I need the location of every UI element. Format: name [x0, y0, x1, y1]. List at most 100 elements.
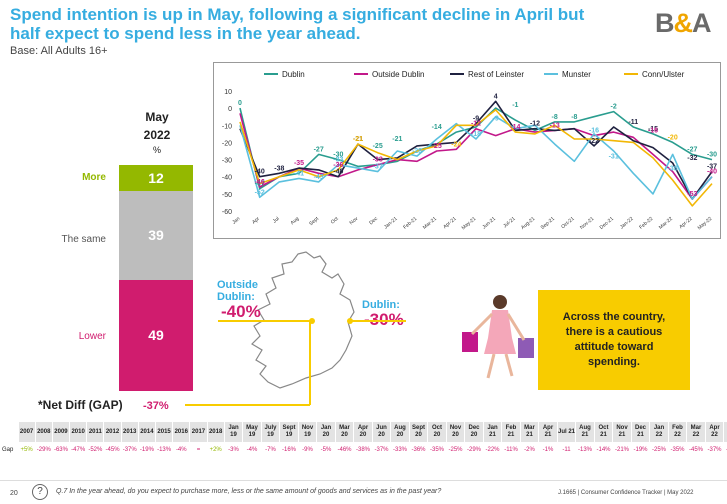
gap-value-cell: -35%: [668, 442, 687, 459]
y-tick-label: -40: [222, 175, 232, 182]
dublin-value: -30%: [364, 310, 404, 329]
gap-header-cell: Jun 20: [372, 422, 392, 442]
line-chart: Dublin Outside Dublin Rest of Leinster Muns…: [222, 70, 717, 231]
gap-header-cell: Sept 20: [409, 422, 429, 442]
data-label: -16: [648, 128, 658, 135]
gap-header-cell: Oct 21: [594, 422, 614, 442]
series-line-conn-ulster: [239, 109, 713, 207]
gap-table-row: Gap +5% -29% -63% -47% -52% -45% -37% -19% -13% -4…: [2, 442, 727, 459]
data-label: -14: [432, 124, 442, 131]
gap-header-cell: Jan 20: [316, 422, 336, 442]
gap-header-cell: 2008: [35, 422, 53, 442]
gap-value-cell: -11%: [501, 442, 521, 459]
shopper-leg-right: [504, 353, 514, 377]
gap-value-cell: -2%: [520, 442, 539, 459]
bar-header-month: May: [145, 110, 169, 124]
data-label: -40: [707, 169, 717, 176]
data-label: -12: [471, 121, 481, 128]
data-label: -37: [373, 164, 383, 171]
segment-label-same: The same: [61, 234, 106, 245]
gap-header-cell: 2009: [52, 422, 71, 442]
legend-label: Outside Dublin: [372, 70, 424, 79]
gap-header-cell: Apr 21: [538, 422, 558, 442]
data-label: -33: [333, 157, 343, 164]
shopper-skirt: [484, 338, 516, 354]
legend-label: Conn/Ulster: [642, 70, 685, 79]
gap-value-cell: -47%: [69, 442, 87, 459]
data-label: -21: [353, 136, 363, 143]
gap-value-cell: -37%: [723, 442, 727, 459]
gap-header-cell: 2016: [172, 422, 191, 442]
data-label: -37: [707, 164, 717, 171]
gap-header-cell: May 22: [723, 422, 727, 442]
y-tick-label: 0: [228, 106, 232, 113]
net-diff-label: *Net Diff (GAP): [38, 398, 123, 412]
gap-value-cell: -3%: [224, 442, 243, 459]
data-label: -32: [687, 155, 697, 162]
data-label: -40: [333, 169, 343, 176]
x-tick-label: Nov: [349, 216, 360, 227]
gap-header-cell: Mar 21: [520, 422, 540, 442]
data-label: -38: [274, 165, 284, 172]
gap-value-cell: =: [189, 442, 208, 459]
gap-header-cell: 2018: [207, 422, 225, 442]
y-tick-label: 10: [224, 89, 232, 96]
data-label: -30: [707, 152, 717, 159]
series-line-outside-dublin: [239, 113, 713, 200]
data-label: -52: [255, 189, 265, 196]
data-label: -31: [609, 153, 619, 160]
data-label: -40: [255, 169, 265, 176]
shopper-arm-left: [470, 312, 494, 336]
gap-header-cell: Apr 20: [353, 422, 373, 442]
gap-value-cell: -22%: [483, 442, 502, 459]
brand-logo: B&A: [655, 8, 711, 38]
gap-header-cell: 2011: [86, 422, 105, 442]
outside-dublin-value: -40%: [221, 302, 261, 321]
data-label: -27: [687, 146, 697, 153]
insight-callout: Across the country, there is a cautious …: [538, 290, 690, 390]
y-tick-label: -20: [222, 140, 232, 147]
series-line-munster: [239, 115, 713, 200]
gap-value-cell: -37%: [121, 442, 139, 459]
question-text: Q.7 In the year ahead, do you expect to …: [56, 488, 442, 495]
gap-value-cell: -29%: [35, 442, 53, 459]
gap-value-cell: -19%: [631, 442, 650, 459]
gap-header-cell: 2015: [155, 422, 174, 442]
gap-value-cell: -52%: [86, 442, 104, 459]
gap-header-cell: Jan 22: [649, 422, 669, 442]
bar-segment-more: 12: [119, 165, 193, 191]
gap-header-cell: 2017: [189, 422, 208, 442]
x-tick-label: Sept: [308, 216, 320, 228]
data-label: -24: [451, 141, 461, 148]
gap-value-cell: +5%: [18, 442, 36, 459]
gap-value-cell: -45%: [686, 442, 706, 459]
gap-table-corner: [2, 422, 19, 442]
x-tick-label: Dec: [368, 216, 379, 227]
gap-value-cell: -21%: [612, 442, 632, 459]
data-label: -21: [392, 136, 402, 143]
gap-header-cell: May 19: [242, 422, 262, 442]
gap-value-cell: -35%: [427, 442, 447, 459]
gap-header-cell: 2007: [18, 422, 36, 442]
gap-table: 2007 2008 2009 2010 2011 2012 2013 2014 2015 2016…: [2, 422, 727, 459]
gap-header-cell: 2013: [121, 422, 139, 442]
gap-value-cell: -7%: [261, 442, 280, 459]
data-label: -36: [333, 162, 343, 169]
data-label: -47: [255, 181, 265, 188]
data-label: -1: [512, 102, 518, 109]
gap-value-cell: -25%: [649, 442, 669, 459]
gap-header-cell: Mar 20: [335, 422, 355, 442]
gap-value-cell: -46%: [335, 442, 354, 459]
gap-header-cell: Nov 19: [298, 422, 318, 442]
data-label: -8: [571, 114, 577, 121]
net-diff-value: -37%: [143, 400, 169, 412]
base-note: Base: All Adults 16+: [10, 45, 108, 57]
gap-value-cell: -13%: [575, 442, 595, 459]
shopper-arm-right: [506, 313, 526, 341]
data-label: -12: [530, 121, 540, 128]
gap-value-cell: +2%: [207, 442, 225, 459]
data-label: -9: [473, 116, 479, 123]
gap-value-cell: -37%: [705, 442, 724, 459]
gap-value-cell: -29%: [464, 442, 484, 459]
data-label: -18: [471, 131, 481, 138]
